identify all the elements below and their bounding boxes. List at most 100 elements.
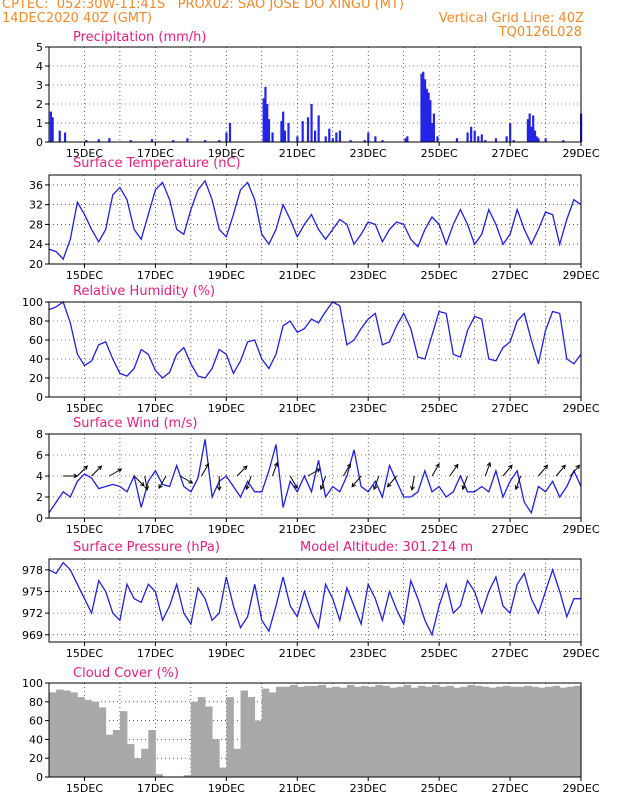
header-line-1: CPTEC: 052:30W-11:41S PROX02: SAO JOSE D…: [2, 0, 404, 12]
precip-bar: [526, 119, 529, 142]
precip-bar: [310, 104, 313, 142]
series-line: [48, 561, 581, 637]
header-code: TQ0126L028: [498, 25, 582, 40]
wind-arrow-shaft: [484, 462, 491, 477]
precip-bar: [264, 86, 267, 142]
cloud-cover-bar: [361, 685, 369, 777]
x-tick-label: 29DEC: [562, 402, 599, 415]
wind-arrow-head: [242, 465, 248, 471]
panel-frame: [48, 682, 582, 778]
wind-arrow-shaft: [289, 475, 298, 489]
y-tick-label: 978: [22, 564, 43, 577]
panel-title: Surface Temperature (nC): [73, 156, 241, 171]
cloud-cover-bar: [474, 685, 483, 777]
y-tick-label: 8: [36, 428, 43, 441]
wind-arrow-head: [315, 468, 321, 473]
precip-bar: [420, 73, 423, 142]
wind-arrow-shaft: [351, 475, 362, 488]
precip-bar: [301, 121, 304, 142]
x-tick-label: 19DEC: [208, 269, 245, 282]
cloud-cover-bar: [318, 684, 327, 777]
series-line: [48, 300, 582, 379]
cloud-cover-bar: [233, 748, 241, 777]
cloud-cover-bar: [56, 689, 64, 777]
precip-bar: [484, 140, 487, 142]
precip-bar: [429, 100, 432, 142]
x-tick-label: 21DEC: [279, 269, 316, 282]
wind-arrow-shaft: [373, 475, 380, 490]
y-tick-label: 20: [29, 752, 43, 765]
precip-bar: [280, 121, 283, 142]
cloud-cover-bar: [112, 730, 121, 777]
wind-arrow-shaft: [158, 475, 167, 489]
cloud-cover-bar: [283, 686, 291, 777]
panel-frame: [48, 301, 582, 398]
cloud-cover-bar: [339, 687, 348, 777]
wind-arrow-shaft: [307, 468, 321, 477]
precip-bar: [528, 113, 531, 142]
wind-arrow-shaft: [449, 464, 459, 477]
wind-arrow-head: [273, 461, 279, 467]
x-tick-label: 21DEC: [279, 147, 316, 160]
precip-bar: [218, 140, 221, 142]
precip-bar: [381, 140, 384, 142]
cloud-cover-bar: [424, 686, 433, 777]
x-tick-label: 27DEC: [492, 782, 529, 795]
wind-arrow-shaft: [245, 475, 252, 490]
x-tick-label: 23DEC: [350, 647, 387, 660]
x-tick-label: 27DEC: [492, 523, 529, 536]
cloud-cover-bar: [502, 685, 511, 777]
wind-arrow-shaft: [462, 475, 468, 490]
x-tick-label: 25DEC: [421, 402, 458, 415]
wind-arrow-head: [97, 465, 103, 471]
precip-bar: [422, 71, 425, 142]
y-tick-label: 975: [22, 585, 43, 598]
wind-arrow-shaft: [411, 475, 415, 490]
wind-arrow-head: [216, 486, 222, 492]
x-tick-label: 19DEC: [208, 147, 245, 160]
wind-arrow-shaft: [144, 475, 148, 490]
cloud-cover-bar: [559, 687, 568, 777]
wind-arrow-shaft: [431, 463, 440, 477]
precip-bar: [423, 79, 427, 142]
precip-bar: [367, 132, 370, 142]
precip-bar: [470, 126, 473, 142]
y-tick-label: 972: [22, 607, 43, 620]
x-tick-label: 15DEC: [66, 647, 103, 660]
y-tick-label: 36: [29, 179, 43, 192]
precip-bar: [537, 138, 540, 142]
cloud-cover-bar: [275, 686, 284, 777]
cloud-cover-bar: [311, 685, 319, 777]
header-grid-line: Vertical Grid Line: 40Z: [438, 11, 584, 26]
wind-arrow-shaft: [515, 475, 522, 490]
precip-bar: [262, 98, 265, 142]
precip-bar: [271, 132, 274, 142]
cloud-cover-bar: [190, 701, 199, 777]
panel-frame: [48, 558, 582, 643]
x-tick-label: 23DEC: [350, 147, 387, 160]
precip-bar: [317, 115, 320, 142]
precip-bar: [512, 140, 515, 142]
y-tick-label: 100: [22, 677, 43, 690]
y-tick-label: 2: [36, 491, 43, 504]
cloud-cover-bar: [410, 687, 419, 777]
precip-bar: [296, 136, 299, 142]
x-tick-label: 29DEC: [562, 647, 599, 660]
cloud-cover-bar: [417, 685, 426, 777]
cloud-cover-bar: [346, 684, 355, 777]
precip-bar: [455, 138, 459, 142]
cloud-cover-bar: [261, 688, 270, 777]
x-tick-label: 15DEC: [66, 147, 103, 160]
x-tick-label: 27DEC: [492, 402, 529, 415]
wind-arrow-shaft: [91, 465, 102, 477]
precip-bar: [266, 104, 269, 142]
y-tick-label: 40: [29, 733, 43, 746]
y-tick-label: 0: [36, 771, 43, 784]
precip-bar: [338, 130, 342, 142]
cloud-cover-bar: [105, 734, 114, 777]
wind-arrow-head: [188, 479, 194, 484]
x-tick-label: 25DEC: [421, 782, 458, 795]
cloud-cover-bar: [453, 687, 461, 777]
precip-bar: [287, 123, 290, 142]
cloud-cover-bar: [226, 697, 234, 777]
